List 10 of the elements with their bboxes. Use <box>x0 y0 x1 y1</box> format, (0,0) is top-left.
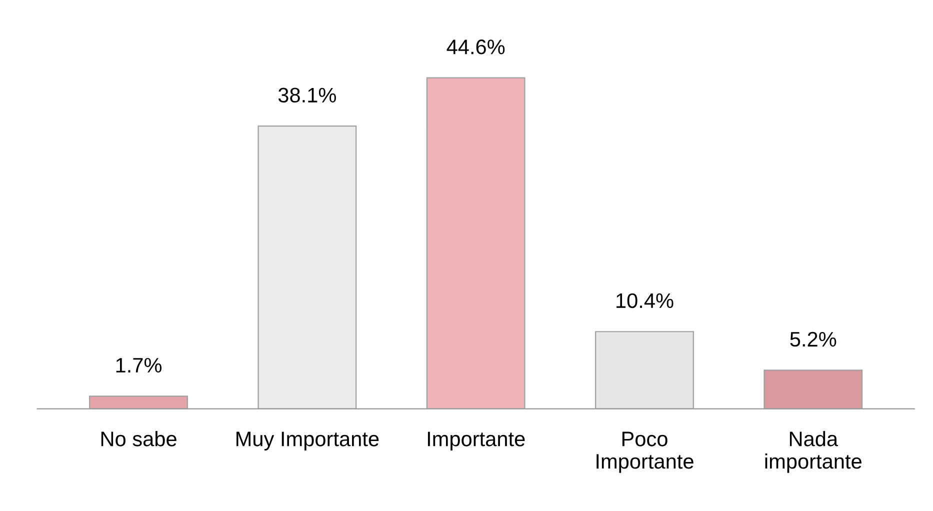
x-tick-label: Importante <box>428 432 525 450</box>
x-tick-label: No sabe <box>101 431 176 446</box>
data-label: 5.2% <box>790 332 836 347</box>
x-tick-label: Muy Importante <box>236 432 379 450</box>
x-tick-label: Poco Importante <box>596 432 694 473</box>
data-label: 1.7% <box>116 358 162 373</box>
data-label: 38.1% <box>278 88 336 103</box>
data-label: 10.4% <box>616 293 674 308</box>
x-tick-label: Nada importante <box>765 431 862 473</box>
data-label: 44.6% <box>446 40 505 54</box>
